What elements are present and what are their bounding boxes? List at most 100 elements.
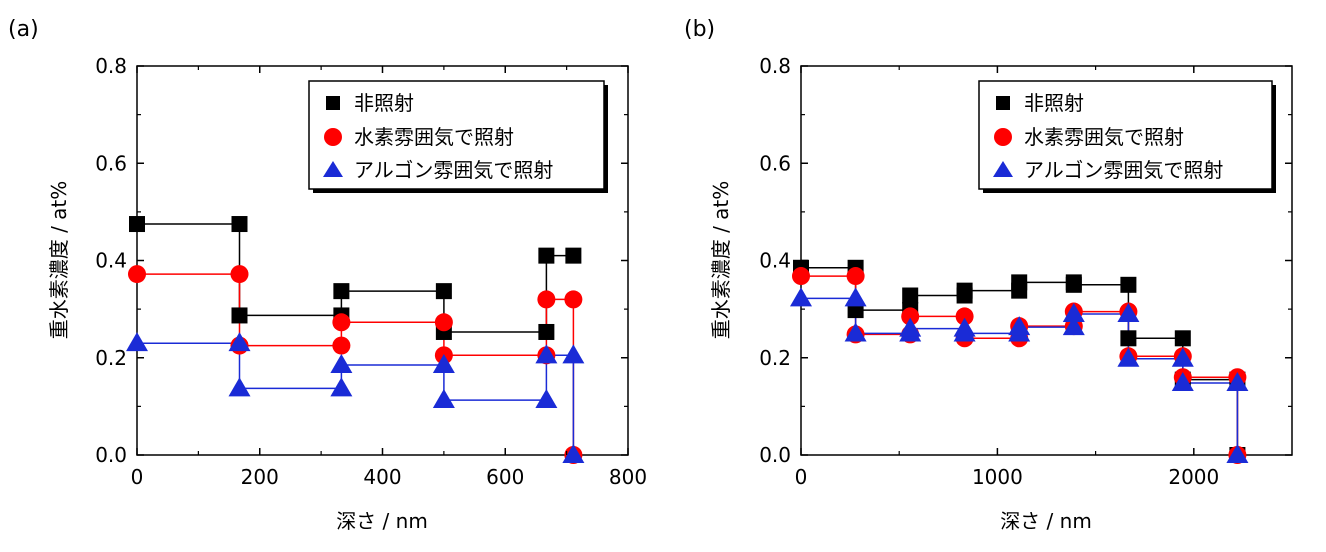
legend-a: 非照射 水素雰囲気で照射 アルゴン雰囲気で照射 [308, 80, 608, 193]
x-tick-label: 2000 [1168, 465, 1219, 489]
data-point-triangle [330, 354, 353, 374]
data-point-triangle [126, 332, 148, 352]
data-point-triangle [1008, 316, 1031, 336]
x-tick-label: 0 [131, 465, 144, 489]
data-point-triangle [844, 287, 867, 307]
ticks-group-b: 0.0 0.2 0.4 0.6 0.8 0 1000 2000 [759, 54, 1292, 489]
series-line [137, 223, 574, 333]
y-tick-label: 0.4 [759, 249, 791, 273]
y-axis-label-b: 重水素濃度 / at% [709, 181, 733, 340]
data-point-square [435, 283, 452, 300]
legend-label-unirradiated: 非照射 [1024, 91, 1084, 115]
y-tick-label: 0.2 [95, 346, 127, 370]
chart-panel-b: (b) 0.0 0.2 0.4 0.6 0.8 0 1000 2000 深さ / nm 重水素… [684, 17, 1293, 533]
legend-label-hydrogen: 水素雰囲気で照射 [354, 125, 514, 149]
data-point-triangle [1062, 302, 1085, 322]
x-axis-label-b: 深さ / nm [1000, 509, 1092, 533]
data-point-triangle [562, 344, 585, 364]
y-tick-label: 0.4 [95, 249, 127, 273]
panel-label-a: (a) [8, 17, 39, 42]
y-tick-label: 0.0 [95, 443, 127, 467]
data-point-triangle [228, 332, 251, 352]
data-point-triangle [899, 317, 922, 337]
legend-box-a [308, 80, 605, 190]
y-axis-label-a: 重水素濃度 / at% [47, 181, 71, 340]
data-point-circle [537, 290, 556, 309]
data-point-circle [230, 265, 249, 284]
data-point-triangle [432, 389, 455, 409]
data-point-triangle [1117, 302, 1140, 322]
data-point-square [1011, 274, 1028, 291]
series-line [137, 342, 575, 455]
legend-label-argon: アルゴン雰囲気で照射 [354, 158, 553, 182]
x-axis-label-a: 深さ / nm [336, 509, 428, 533]
y-tick-label: 0.8 [759, 54, 791, 78]
data-point-circle [792, 267, 810, 286]
x-tick-label: 600 [486, 465, 524, 489]
data-point-triangle [432, 354, 455, 374]
data-point-triangle [562, 444, 585, 463]
chart-panel-a: (a) 0.0 0.2 0.4 0.6 0.8 0 200 400 600 800 深さ / nm… [8, 17, 647, 533]
data-point-triangle [790, 287, 812, 307]
legend-circle-marker-icon [994, 128, 1012, 146]
x-tick-label: 200 [241, 465, 279, 489]
data-point-square [231, 307, 248, 324]
data-point-circle [434, 313, 453, 332]
data-point-circle [955, 307, 974, 326]
legend-box-b [978, 80, 1273, 190]
data-point-triangle [330, 377, 353, 397]
legend-square-marker-icon [996, 96, 1010, 110]
data-point-triangle [1226, 444, 1249, 463]
data-point-square [231, 216, 248, 233]
data-point-square [1065, 276, 1082, 293]
data-point-circle [332, 313, 351, 332]
data-point-square [1174, 330, 1191, 347]
x-tick-label: 400 [363, 465, 401, 489]
data-point-square [538, 247, 555, 264]
data-point-triangle [1117, 347, 1140, 367]
x-tick-label: 800 [609, 465, 647, 489]
legend-label-argon: アルゴン雰囲気で照射 [1024, 158, 1223, 182]
data-point-square [956, 282, 973, 299]
data-point-circle [846, 267, 865, 286]
series-group-a [126, 216, 585, 464]
series-group-b [790, 259, 1249, 464]
panel-label-b: (b) [684, 17, 715, 42]
data-point-triangle [1171, 347, 1194, 367]
x-tick-label: 0 [795, 465, 808, 489]
y-tick-label: 0.2 [759, 346, 791, 370]
y-tick-label: 0.6 [759, 151, 791, 175]
data-point-triangle [228, 377, 251, 397]
data-point-triangle [953, 322, 976, 342]
legend-square-marker-icon [326, 96, 340, 110]
data-point-triangle [1062, 316, 1085, 336]
data-point-square [1120, 276, 1137, 293]
data-point-triangle [844, 322, 867, 342]
legend-label-unirradiated: 非照射 [354, 91, 414, 115]
data-point-circle [901, 307, 920, 326]
y-tick-label: 0.8 [95, 54, 127, 78]
y-tick-label: 0.6 [95, 151, 127, 175]
data-point-square [538, 323, 555, 340]
data-point-square [129, 216, 145, 233]
data-point-square [565, 247, 582, 264]
legend-b: 非照射 水素雰囲気で照射 アルゴン雰囲気で照射 [978, 80, 1276, 193]
data-point-circle [128, 265, 146, 284]
legend-circle-marker-icon [324, 128, 342, 146]
x-tick-label: 1000 [972, 465, 1023, 489]
data-point-square [333, 283, 350, 300]
data-point-triangle [1226, 372, 1249, 392]
data-point-triangle [1171, 372, 1194, 392]
y-tick-label: 0.0 [759, 443, 791, 467]
legend-triangle-marker-icon [323, 161, 343, 177]
data-point-circle [332, 336, 351, 355]
ticks-group-a: 0.0 0.2 0.4 0.6 0.8 0 200 400 600 800 [95, 54, 647, 489]
series-line [801, 275, 1239, 455]
data-point-triangle [535, 389, 558, 409]
data-point-triangle [535, 344, 558, 364]
data-point-square [902, 287, 919, 304]
legend-label-hydrogen: 水素雰囲気で照射 [1024, 125, 1184, 149]
data-point-circle [564, 290, 583, 309]
data-point-square [1120, 330, 1137, 347]
